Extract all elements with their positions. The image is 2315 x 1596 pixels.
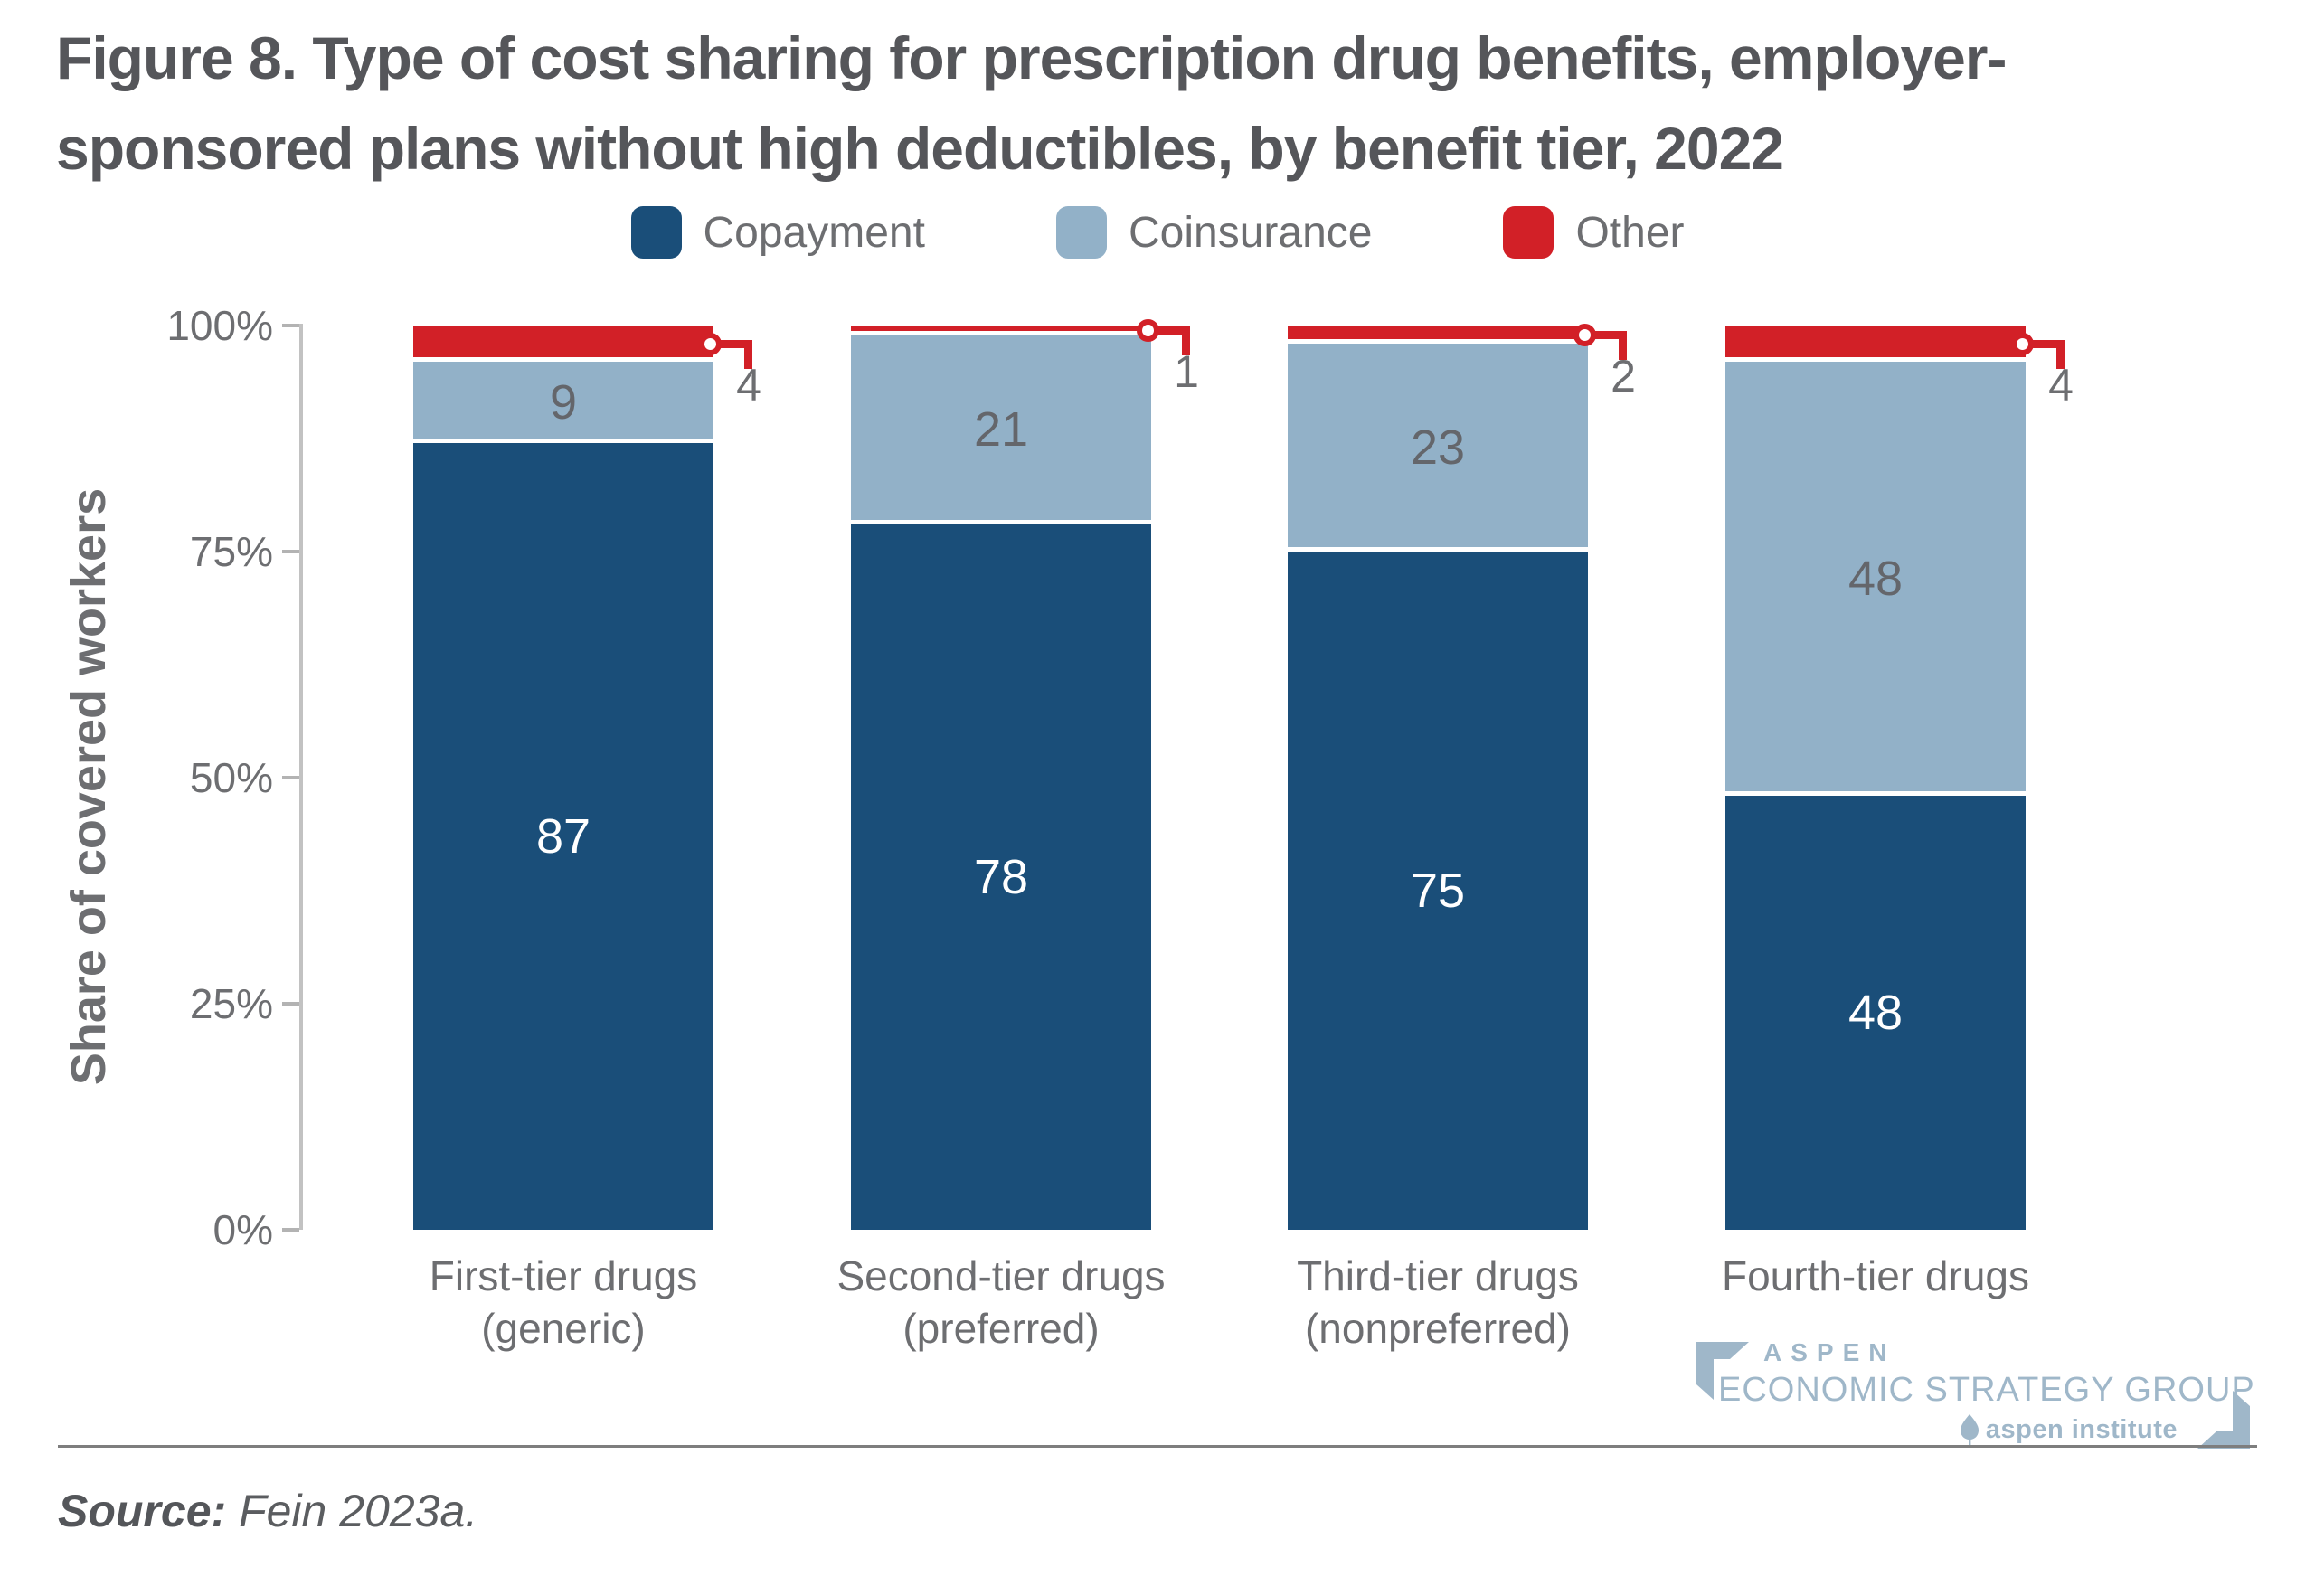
y-axis-tick <box>282 776 299 779</box>
other-value-label: 2 <box>1611 351 1636 401</box>
x-category-label: First-tier drugs (generic) <box>429 1252 698 1352</box>
x-category-label: Fourth-tier drugs <box>1721 1252 2029 1299</box>
y-tick-label: 25% <box>189 980 273 1027</box>
x-category-label: Third-tier drugs (nonpreferred) <box>1297 1252 1579 1352</box>
y-axis-tick <box>282 1002 299 1006</box>
bar-segment-coinsurance <box>413 362 713 439</box>
callout-line-vertical <box>1182 326 1190 355</box>
legend-label: Coinsurance <box>1128 208 1373 257</box>
copayment-value-label: 78 <box>973 850 1029 904</box>
y-axis-line <box>299 324 303 1230</box>
logo-esg-text: ECONOMIC STRATEGY GROUP <box>1718 1371 2255 1409</box>
callout-line-vertical <box>2056 339 2065 369</box>
bar-segment-coinsurance <box>1725 362 2026 791</box>
legend: Copayment Coinsurance Other <box>0 206 2315 259</box>
y-tick-label: 0% <box>213 1206 273 1253</box>
callout-line-vertical <box>744 339 752 369</box>
coinsurance-value-label: 21 <box>973 402 1029 457</box>
other-value-label: 4 <box>736 360 761 411</box>
callout-line-horizontal <box>719 339 752 348</box>
legend-item-coinsurance: Coinsurance <box>1055 206 1373 259</box>
callout-line-vertical <box>1619 330 1627 360</box>
source-text: Fein 2023a. <box>226 1486 478 1536</box>
bar-segment-other <box>1725 326 2026 357</box>
copayment-value-label: 75 <box>1410 864 1466 918</box>
bar-segment-other <box>1288 326 1588 339</box>
bar-segment-copayment <box>851 524 1151 1230</box>
copayment-value-label: 48 <box>1847 986 1904 1040</box>
logo-corner-bracket-top-left <box>1696 1342 1749 1400</box>
legend-label: Copayment <box>703 208 925 257</box>
y-tick-label: 50% <box>189 754 273 801</box>
y-axis-title: Share of covered workers <box>61 487 116 1086</box>
aspen-leaf-icon <box>1960 1414 1979 1445</box>
callout-line-horizontal <box>1157 326 1190 335</box>
logo-institute-text: aspen institute <box>1985 1414 2178 1444</box>
callout-line-horizontal <box>1593 330 1627 339</box>
bar-segment-other <box>851 326 1151 331</box>
coinsurance-value-label: 9 <box>549 375 578 430</box>
callout-line-horizontal <box>2031 339 2065 348</box>
aspen-esg-logo: ASPEN ECONOMIC STRATEGY GROUP aspen inst… <box>1696 1335 2254 1449</box>
bar-segment-copayment <box>1288 552 1588 1230</box>
other-value-label: 1 <box>1174 346 1199 397</box>
legend-swatch-other <box>1503 206 1554 259</box>
y-tick-label: 75% <box>189 528 273 575</box>
legend-item-copayment: Copayment <box>630 206 925 259</box>
bar-segment-coinsurance <box>1288 344 1588 547</box>
bar-segment-other <box>413 326 713 357</box>
source-note: Source: Fein 2023a. <box>58 1485 477 1537</box>
y-axis-tick <box>282 1228 299 1232</box>
bar-segment-coinsurance <box>851 335 1151 520</box>
bar-segment-copayment <box>413 443 713 1230</box>
logo-corner-bracket-bottom-right <box>2197 1391 2250 1449</box>
legend-label: Other <box>1575 208 1685 257</box>
coinsurance-value-label: 23 <box>1410 420 1466 475</box>
figure-title: Figure 8. Type of cost sharing for presc… <box>56 24 2007 182</box>
y-axis-tick <box>282 324 299 327</box>
x-category-label: Second-tier drugs (preferred) <box>836 1252 1166 1352</box>
other-value-label: 4 <box>2048 360 2074 411</box>
bar-segment-copayment <box>1725 796 2026 1230</box>
legend-swatch-coinsurance <box>1055 206 1107 259</box>
legend-swatch-copayment <box>630 206 682 259</box>
y-tick-label: 100% <box>166 302 273 349</box>
y-axis-tick <box>282 550 299 553</box>
source-label: Source: <box>58 1486 227 1536</box>
logo-aspen-text: ASPEN <box>1763 1338 1896 1366</box>
footer-divider <box>58 1445 2257 1448</box>
coinsurance-value-label: 48 <box>1847 552 1904 606</box>
copayment-value-label: 87 <box>535 809 591 864</box>
legend-item-other: Other <box>1503 206 1685 259</box>
